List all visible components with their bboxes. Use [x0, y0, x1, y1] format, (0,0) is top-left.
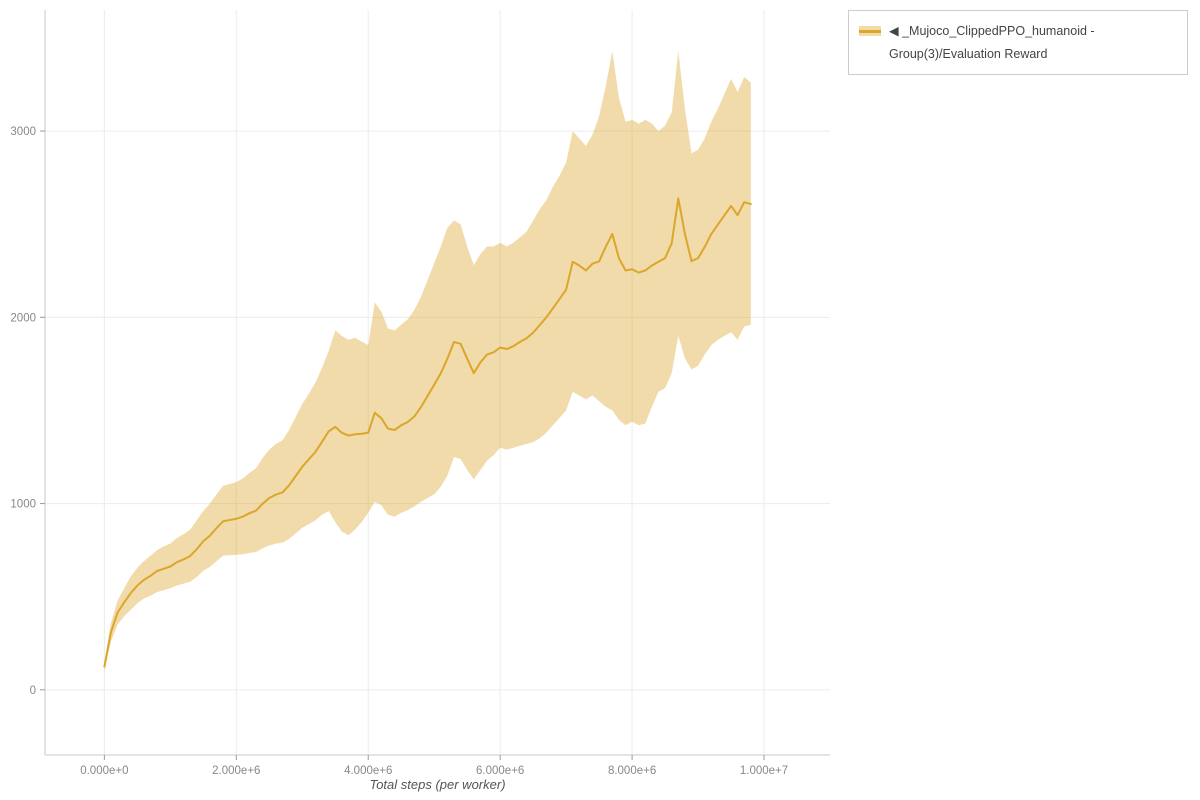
- mean-line: [103, 197, 752, 668]
- legend-label: ◀ _Mujoco_ClippedPPO_humanoid - Group(3)…: [889, 24, 1095, 61]
- y-tick-label: 2000: [10, 312, 36, 324]
- x-tick-label: 4.000e+6: [344, 765, 392, 777]
- x-tick-label: 6.000e+6: [476, 765, 524, 777]
- y-tick-label: 1000: [10, 499, 36, 511]
- legend[interactable]: ◀ _Mujoco_ClippedPPO_humanoid - Group(3)…: [848, 10, 1188, 75]
- legend-line-icon: [859, 29, 881, 33]
- legend-line-swatch-icon: [859, 26, 881, 36]
- gridlines: [45, 10, 830, 755]
- confidence-band: [104, 51, 751, 672]
- y-tick-label: 0: [30, 685, 36, 697]
- y-tick-label: 3000: [10, 126, 36, 138]
- x-axis-label: Total steps (per worker): [369, 777, 506, 792]
- x-tick-label: 8.000e+6: [608, 765, 656, 777]
- x-tick-label: 2.000e+6: [212, 765, 260, 777]
- x-tick-label: 0.000e+0: [80, 765, 128, 777]
- x-tick-label: 1.000e+7: [740, 765, 788, 777]
